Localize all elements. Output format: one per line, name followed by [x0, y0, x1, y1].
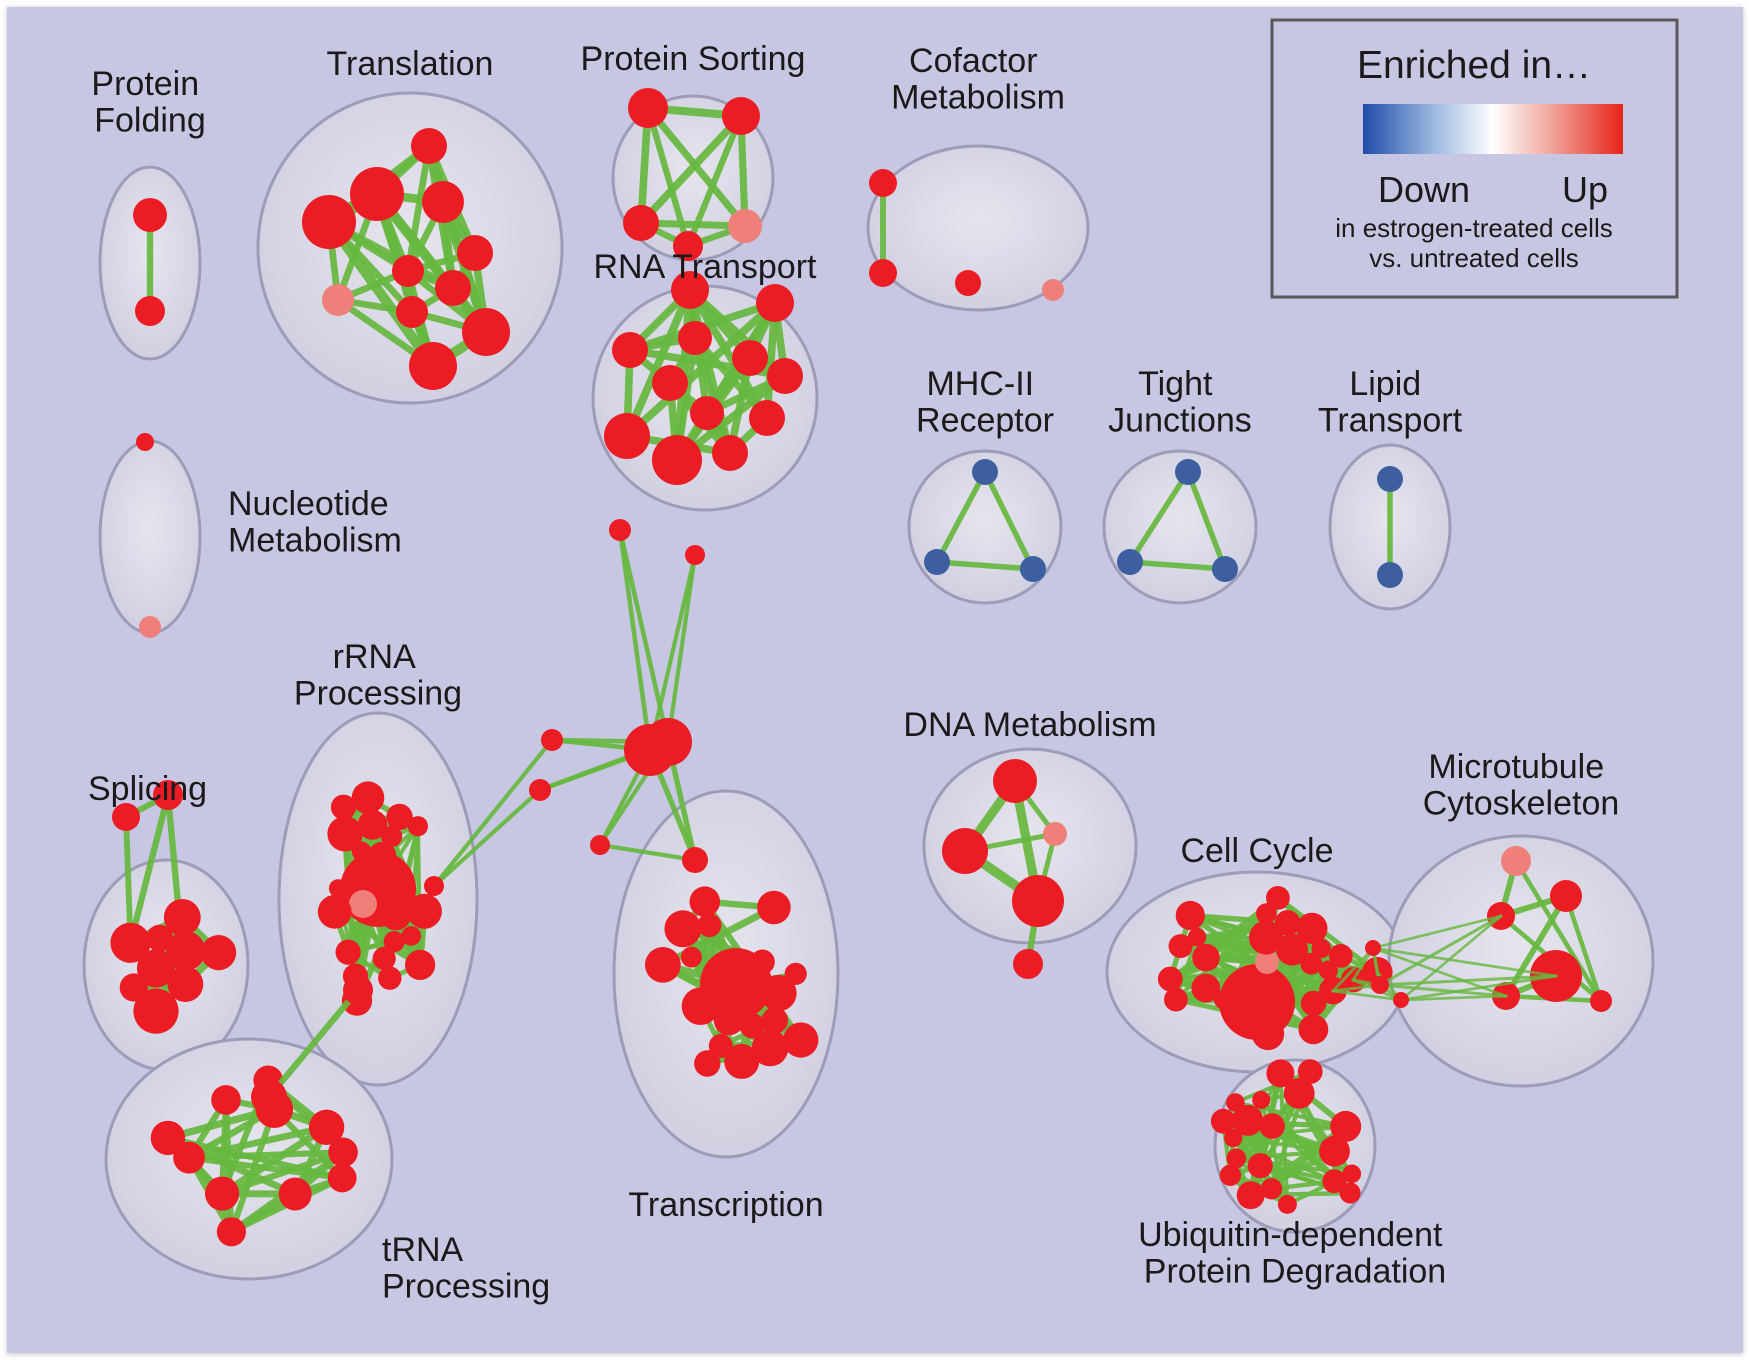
svg-text:Protein Folding: Protein Folding	[91, 65, 208, 140]
svg-text:Cofactor Metabolism: Cofactor Metabolism	[891, 42, 1065, 117]
svg-text:Splicing: Splicing	[88, 770, 207, 808]
svg-text:MHC-II Receptor: MHC-II Receptor	[916, 365, 1054, 440]
svg-text:in estrogen-treated cells: in estrogen-treated cells	[1335, 213, 1612, 243]
svg-text:RNA Transport: RNA Transport	[594, 248, 818, 286]
svg-text:Down: Down	[1378, 169, 1470, 210]
svg-text:Microtubule Cytoskeleton: Microtubule Cytoskeleton	[1423, 748, 1620, 823]
svg-text:Cell Cycle: Cell Cycle	[1180, 832, 1333, 870]
svg-text:Transcription: Transcription	[628, 1186, 823, 1224]
svg-text:Enriched in…: Enriched in…	[1357, 44, 1591, 87]
svg-text:Translation: Translation	[327, 45, 494, 83]
svg-text:DNA Metabolism: DNA Metabolism	[903, 706, 1156, 744]
svg-text:Ubiquitin-dependent Prot: Ubiquitin-dependent Protein Degradation	[1138, 1216, 1452, 1291]
svg-text:vs. untreated cells: vs. untreated cells	[1369, 243, 1579, 273]
svg-text:Protein Sorting: Protein Sorting	[581, 40, 806, 78]
svg-text:Nucleotide Metabolism: Nucleotide Metabolism	[228, 485, 402, 560]
svg-text:Up: Up	[1562, 169, 1608, 210]
